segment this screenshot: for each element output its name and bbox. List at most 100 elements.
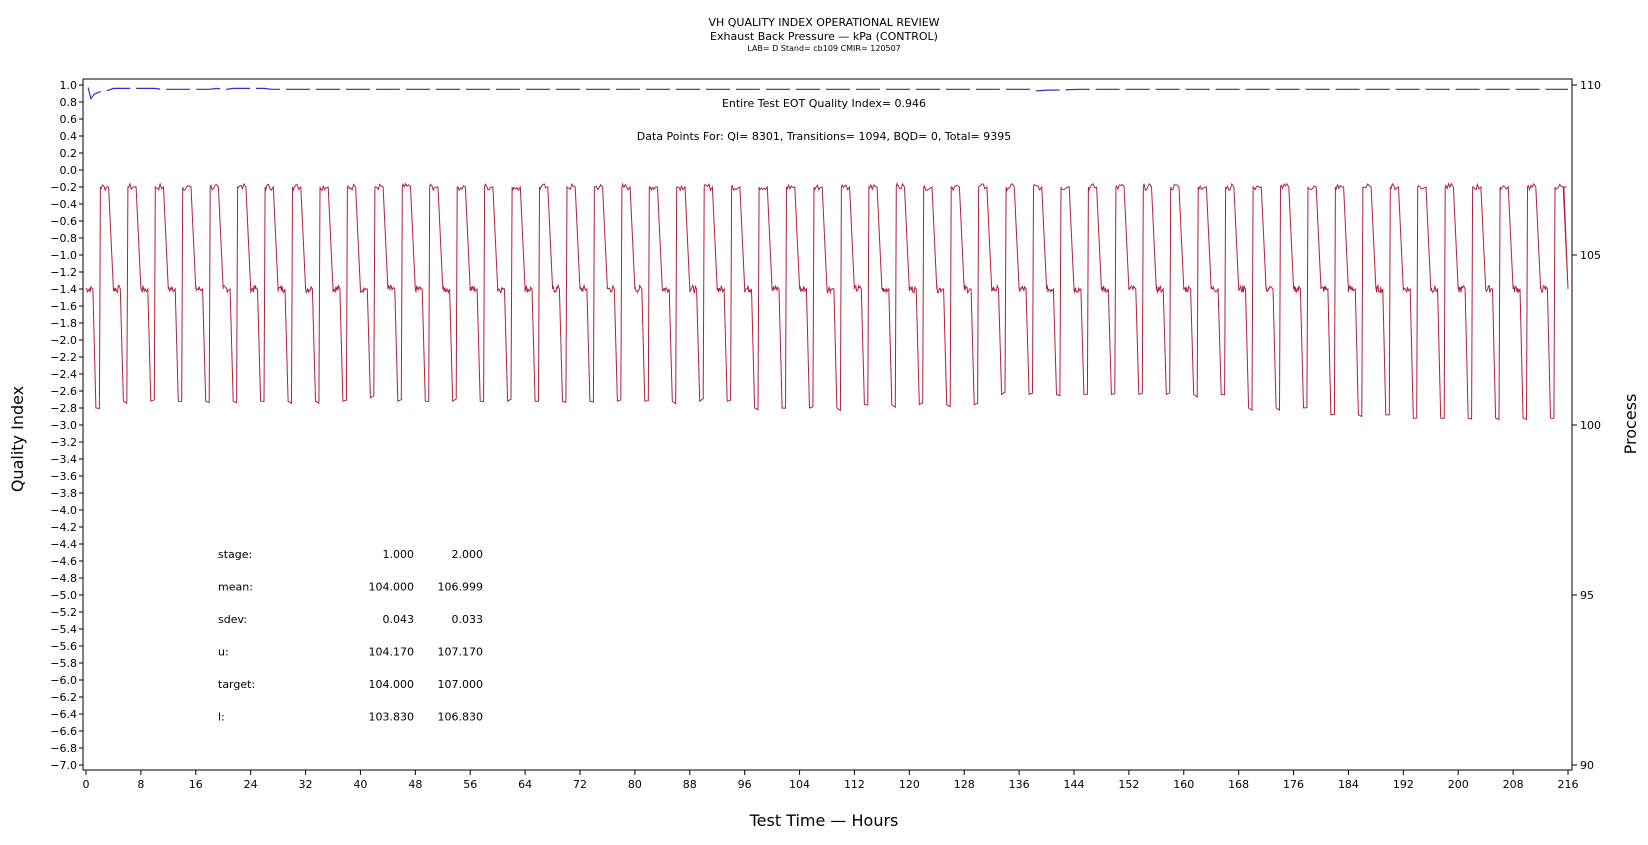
- right-axis: 90 95 100 105 110: [1572, 79, 1601, 772]
- x-tick-label: 96: [738, 778, 752, 791]
- x-tick-label: 208: [1503, 778, 1524, 791]
- stats-row-label: u:: [218, 646, 229, 659]
- left-tick-label: −4.2: [50, 521, 77, 534]
- left-tick-label: 0.4: [60, 130, 78, 143]
- x-tick-label: 136: [1009, 778, 1030, 791]
- chart-info-line: LAB= D Stand= cb109 CMIR= 120507: [747, 44, 901, 53]
- x-tick-label: 64: [518, 778, 532, 791]
- plot-frame: [82, 78, 1573, 771]
- x-tick-label: 56: [463, 778, 477, 791]
- left-tick-label: −2.0: [50, 334, 77, 347]
- x-tick-label: 40: [353, 778, 367, 791]
- left-tick-label: 0.8: [60, 96, 78, 109]
- right-tick-label: 90: [1580, 759, 1594, 772]
- x-tick-label: 152: [1118, 778, 1139, 791]
- stats-row-label: sdev:: [218, 613, 247, 626]
- x-axis-label: Test Time — Hours: [749, 811, 899, 830]
- left-tick-label: −4.6: [50, 555, 77, 568]
- left-tick-label: −6.4: [50, 708, 77, 721]
- left-tick-label: −3.8: [50, 487, 77, 500]
- left-tick-label: −3.4: [50, 453, 77, 466]
- x-tick-label: 32: [299, 778, 313, 791]
- x-tick-label: 16: [189, 778, 203, 791]
- stats-row-value-2: 107.000: [438, 678, 484, 691]
- left-tick-label: −4.4: [50, 538, 77, 551]
- x-tick-label: 24: [244, 778, 258, 791]
- left-tick-label: −5.2: [50, 606, 77, 619]
- chart-title: VH QUALITY INDEX OPERATIONAL REVIEW: [708, 16, 939, 29]
- left-tick-label: −0.2: [50, 181, 77, 194]
- left-tick-label: −0.4: [50, 198, 77, 211]
- stats-row-value-2: 107.170: [438, 646, 484, 659]
- x-axis: 0 8 16 24 32 40 48 56 64 72 80 88 96 104 112 120 128 136 1…: [83, 770, 1579, 791]
- chart-subtitle: Exhaust Back Pressure — kPa (CONTROL): [710, 30, 938, 43]
- right-tick-label: 110: [1580, 79, 1601, 92]
- left-tick-label: −6.2: [50, 691, 77, 704]
- x-tick-label: 112: [844, 778, 865, 791]
- left-tick-label: −3.0: [50, 419, 77, 432]
- process-line: [85, 182, 1569, 421]
- left-tick-label: −1.8: [50, 317, 77, 330]
- left-tick-label: −7.0: [50, 759, 77, 772]
- left-tick-label: −5.0: [50, 589, 77, 602]
- left-tick-label: −5.6: [50, 640, 77, 653]
- x-tick-label: 48: [408, 778, 422, 791]
- left-tick-label: −2.2: [50, 351, 77, 364]
- left-tick-label: −4.8: [50, 572, 77, 585]
- left-tick-label: −5.4: [50, 623, 77, 636]
- left-tick-label: −0.6: [50, 215, 77, 228]
- left-tick-label: 1.0: [60, 79, 78, 92]
- left-tick-label: −2.6: [50, 385, 77, 398]
- left-tick-label: −0.8: [50, 232, 77, 245]
- y-axis-right-label: Process: [1621, 394, 1640, 455]
- left-axis: 1.0 0.8 0.6 0.4 0.2 0.0 −0.2 −0.4 −0.6 −0.8 −1.0 −1…: [50, 79, 83, 772]
- x-tick-label: 216: [1558, 778, 1579, 791]
- stats-row-value-1: 104.170: [369, 646, 415, 659]
- stats-row-value-1: 104.000: [369, 678, 415, 691]
- left-tick-label: −6.0: [50, 674, 77, 687]
- stats-row-value-1: 104.000: [369, 581, 415, 594]
- stats-row-label: l:: [218, 711, 225, 724]
- x-tick-label: 144: [1064, 778, 1085, 791]
- x-tick-label: 184: [1338, 778, 1359, 791]
- left-tick-label: 0.0: [60, 164, 78, 177]
- x-tick-label: 176: [1283, 778, 1304, 791]
- x-tick-label: 88: [683, 778, 697, 791]
- stats-row-value-2: 0.033: [452, 613, 484, 626]
- x-tick-label: 160: [1173, 778, 1194, 791]
- data-points-annotation: Data Points For: QI= 8301, Transitions= …: [637, 130, 1012, 143]
- stats-row-label: target:: [218, 678, 255, 691]
- left-tick-label: −2.8: [50, 402, 77, 415]
- stats-row-value-1: 0.043: [383, 613, 415, 626]
- stats-row-value-2: 106.830: [438, 711, 484, 724]
- left-tick-label: −6.6: [50, 725, 77, 738]
- left-tick-label: −1.0: [50, 249, 77, 262]
- stats-row-label: stage:: [218, 548, 252, 561]
- stats-row-value-1: 1.000: [383, 548, 415, 561]
- x-tick-label: 0: [83, 778, 90, 791]
- left-tick-label: −1.4: [50, 283, 77, 296]
- left-tick-label: −4.0: [50, 504, 77, 517]
- left-tick-label: −2.4: [50, 368, 77, 381]
- x-tick-label: 8: [137, 778, 144, 791]
- left-tick-label: −1.6: [50, 300, 77, 313]
- left-tick-label: −3.2: [50, 436, 77, 449]
- left-tick-label: −6.8: [50, 742, 77, 755]
- stats-row-value-1: 103.830: [369, 711, 415, 724]
- x-tick-label: 80: [628, 778, 642, 791]
- x-tick-label: 120: [899, 778, 920, 791]
- x-tick-label: 192: [1393, 778, 1414, 791]
- left-tick-label: −5.8: [50, 657, 77, 670]
- left-tick-label: 0.6: [60, 113, 78, 126]
- stats-row-label: mean:: [218, 581, 253, 594]
- left-tick-label: 0.2: [60, 147, 78, 160]
- stats-row-value-2: 106.999: [438, 581, 484, 594]
- right-tick-label: 100: [1580, 419, 1601, 432]
- quality-index-line: [87, 87, 1568, 100]
- y-axis-left-label: Quality Index: [8, 386, 27, 492]
- series-layer: [85, 87, 1569, 421]
- right-tick-label: 105: [1580, 249, 1601, 262]
- x-tick-label: 200: [1448, 778, 1469, 791]
- eot-quality-index-annotation: Entire Test EOT Quality Index= 0.946: [722, 97, 926, 110]
